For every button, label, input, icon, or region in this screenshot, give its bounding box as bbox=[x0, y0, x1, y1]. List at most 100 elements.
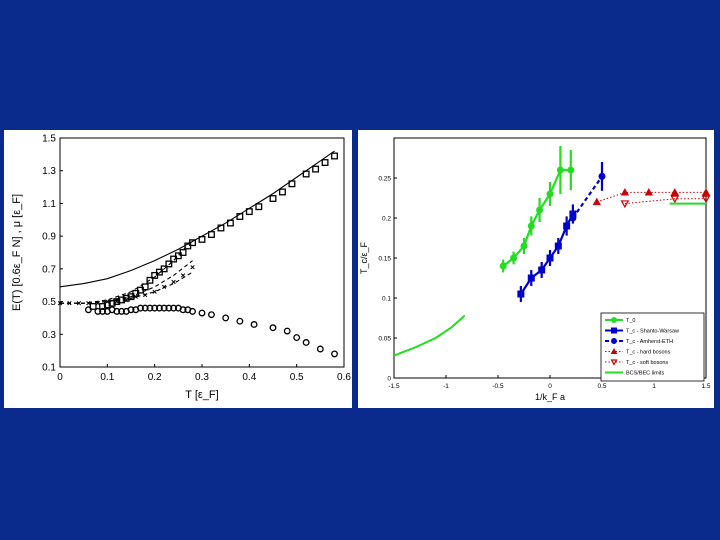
y-tick-label: 0.1 bbox=[382, 296, 391, 303]
data-point-circle bbox=[510, 254, 518, 262]
data-point-square bbox=[312, 165, 320, 173]
data-point-circle bbox=[127, 306, 135, 314]
data-point-cross bbox=[124, 297, 129, 303]
data-point-circle bbox=[569, 214, 577, 222]
left-chart-panel: 0 0.1 0.2 0.3 0.4 0.5 0.6 0.1 0.3 0.5 0.7 0.9 1.1 1.3… bbox=[4, 130, 352, 408]
data-point-cross bbox=[143, 292, 148, 298]
x-tick-label: 0.5 bbox=[597, 383, 606, 390]
legend-entry-label: T_c - soft bosons bbox=[626, 360, 668, 366]
data-point-cross bbox=[57, 301, 63, 306]
data-point-square bbox=[165, 260, 173, 268]
data-point-circle bbox=[137, 304, 144, 312]
y-tick-label: 0 bbox=[387, 376, 391, 383]
data-point-circle bbox=[269, 324, 277, 332]
data-point-circle bbox=[598, 172, 606, 180]
data-point-square bbox=[331, 152, 338, 160]
data-point-circle bbox=[146, 304, 154, 312]
x-tick-label: 0.1 bbox=[100, 372, 114, 383]
data-point-circle bbox=[331, 350, 338, 358]
data-point-triangle-up bbox=[670, 188, 679, 196]
legend-entry-label: T_c - Amherst-ETH bbox=[626, 339, 673, 345]
x-tick-label: -1.5 bbox=[388, 383, 400, 390]
x-tick-label: 1 bbox=[652, 383, 656, 390]
data-point-circle bbox=[151, 304, 159, 312]
data-point-circle bbox=[499, 262, 507, 270]
data-point-triangle-up bbox=[701, 188, 711, 196]
legend-marker bbox=[611, 327, 617, 334]
x-tick-label: 0.5 bbox=[290, 372, 304, 383]
data-point-square bbox=[113, 298, 121, 306]
series-line-5 bbox=[60, 271, 193, 304]
data-point-circle bbox=[536, 206, 544, 214]
y-tick-label: 0.2 bbox=[382, 216, 391, 223]
data-point-cross bbox=[133, 294, 138, 299]
data-point-square bbox=[554, 242, 562, 250]
x-tick-label: -0.5 bbox=[492, 383, 504, 390]
data-point-circle bbox=[302, 339, 310, 346]
data-point-circle bbox=[141, 304, 149, 312]
y-axis-label: T_c/ε_F bbox=[359, 241, 369, 274]
data-point-cross bbox=[171, 279, 176, 285]
legend: T_0 T_c - Shanto-Warsaw T_c - Amherst-ETH T… bbox=[600, 312, 705, 382]
data-point-circle bbox=[546, 190, 554, 198]
data-point-circle bbox=[208, 311, 215, 319]
data-point-square bbox=[517, 290, 525, 298]
data-point-cross bbox=[190, 265, 195, 270]
data-point-square bbox=[146, 276, 154, 284]
plot-area bbox=[57, 150, 338, 358]
data-point-circle bbox=[198, 309, 206, 317]
y-tick-label: 1.1 bbox=[42, 199, 56, 210]
data-point-square bbox=[279, 188, 286, 196]
y-tick-label: 0.15 bbox=[378, 256, 391, 263]
critical-temperature-chart: -1.5 -1 -0.5 0 0.5 1 1.5 0 0.05 0.1 0.15 0.2 0.25 1/k… bbox=[359, 137, 711, 402]
y-tick-label: 0.3 bbox=[42, 330, 56, 341]
data-point-square bbox=[141, 283, 149, 291]
data-point-circle bbox=[222, 314, 230, 322]
x-tick-label: 0 bbox=[548, 383, 552, 390]
y-tick-label: 0.25 bbox=[378, 176, 391, 183]
y-tick-label: 0.9 bbox=[42, 232, 56, 243]
data-point-cross bbox=[105, 299, 110, 304]
data-point-cross bbox=[76, 301, 82, 306]
legend-entry-label: T_0 bbox=[626, 318, 635, 324]
data-point-circle bbox=[94, 307, 102, 315]
data-point-circle bbox=[165, 304, 173, 312]
legend-marker bbox=[610, 359, 618, 366]
data-point-square bbox=[563, 222, 571, 230]
data-point-square bbox=[208, 231, 215, 238]
series-line-4 bbox=[624, 198, 706, 205]
x-tick-label: 1.5 bbox=[701, 383, 710, 390]
right-chart-panel: -1.5 -1 -0.5 0 0.5 1 1.5 0 0.05 0.1 0.15 0.2 0.25 1/k… bbox=[358, 130, 714, 408]
series-line-5 bbox=[393, 314, 466, 357]
energy-chemical-potential-chart: 0 0.1 0.2 0.3 0.4 0.5 0.60.10.30.50.70.91.11.3… bbox=[11, 134, 351, 402]
data-point-circle bbox=[118, 307, 125, 315]
data-point-circle bbox=[84, 306, 92, 314]
data-point-square bbox=[160, 265, 168, 273]
y-tick-label: 0.7 bbox=[42, 264, 56, 275]
data-point-circle bbox=[170, 304, 178, 312]
data-point-circle bbox=[316, 345, 324, 353]
legend-marker bbox=[610, 347, 618, 354]
x-tick-label: 0.2 bbox=[148, 372, 162, 383]
data-point-triangle-down bbox=[701, 195, 711, 204]
y-tick-label: 1.3 bbox=[42, 166, 56, 177]
data-point-circle bbox=[155, 304, 163, 312]
data-point-circle bbox=[99, 307, 107, 315]
data-point-cross bbox=[152, 289, 157, 294]
data-point-circle bbox=[556, 166, 564, 174]
x-tick-label: 0.4 bbox=[242, 372, 256, 383]
data-point-triangle-up bbox=[620, 188, 630, 196]
data-point-square bbox=[527, 274, 535, 282]
data-point-square bbox=[538, 266, 546, 274]
series-line-3 bbox=[60, 239, 193, 304]
legend-entry-label: T_c - hard bosons bbox=[626, 350, 671, 356]
data-point-square bbox=[255, 203, 263, 211]
data-point-cross bbox=[67, 301, 72, 306]
legend-entry-label: T_c - Shanto-Warsaw bbox=[626, 329, 679, 335]
x-axis-label: 1/k_F a bbox=[535, 392, 565, 402]
data-point-circle bbox=[293, 334, 301, 342]
legend-box bbox=[600, 312, 705, 382]
data-point-square bbox=[546, 254, 554, 262]
data-point-circle bbox=[567, 166, 575, 174]
legend-marker bbox=[611, 317, 617, 323]
